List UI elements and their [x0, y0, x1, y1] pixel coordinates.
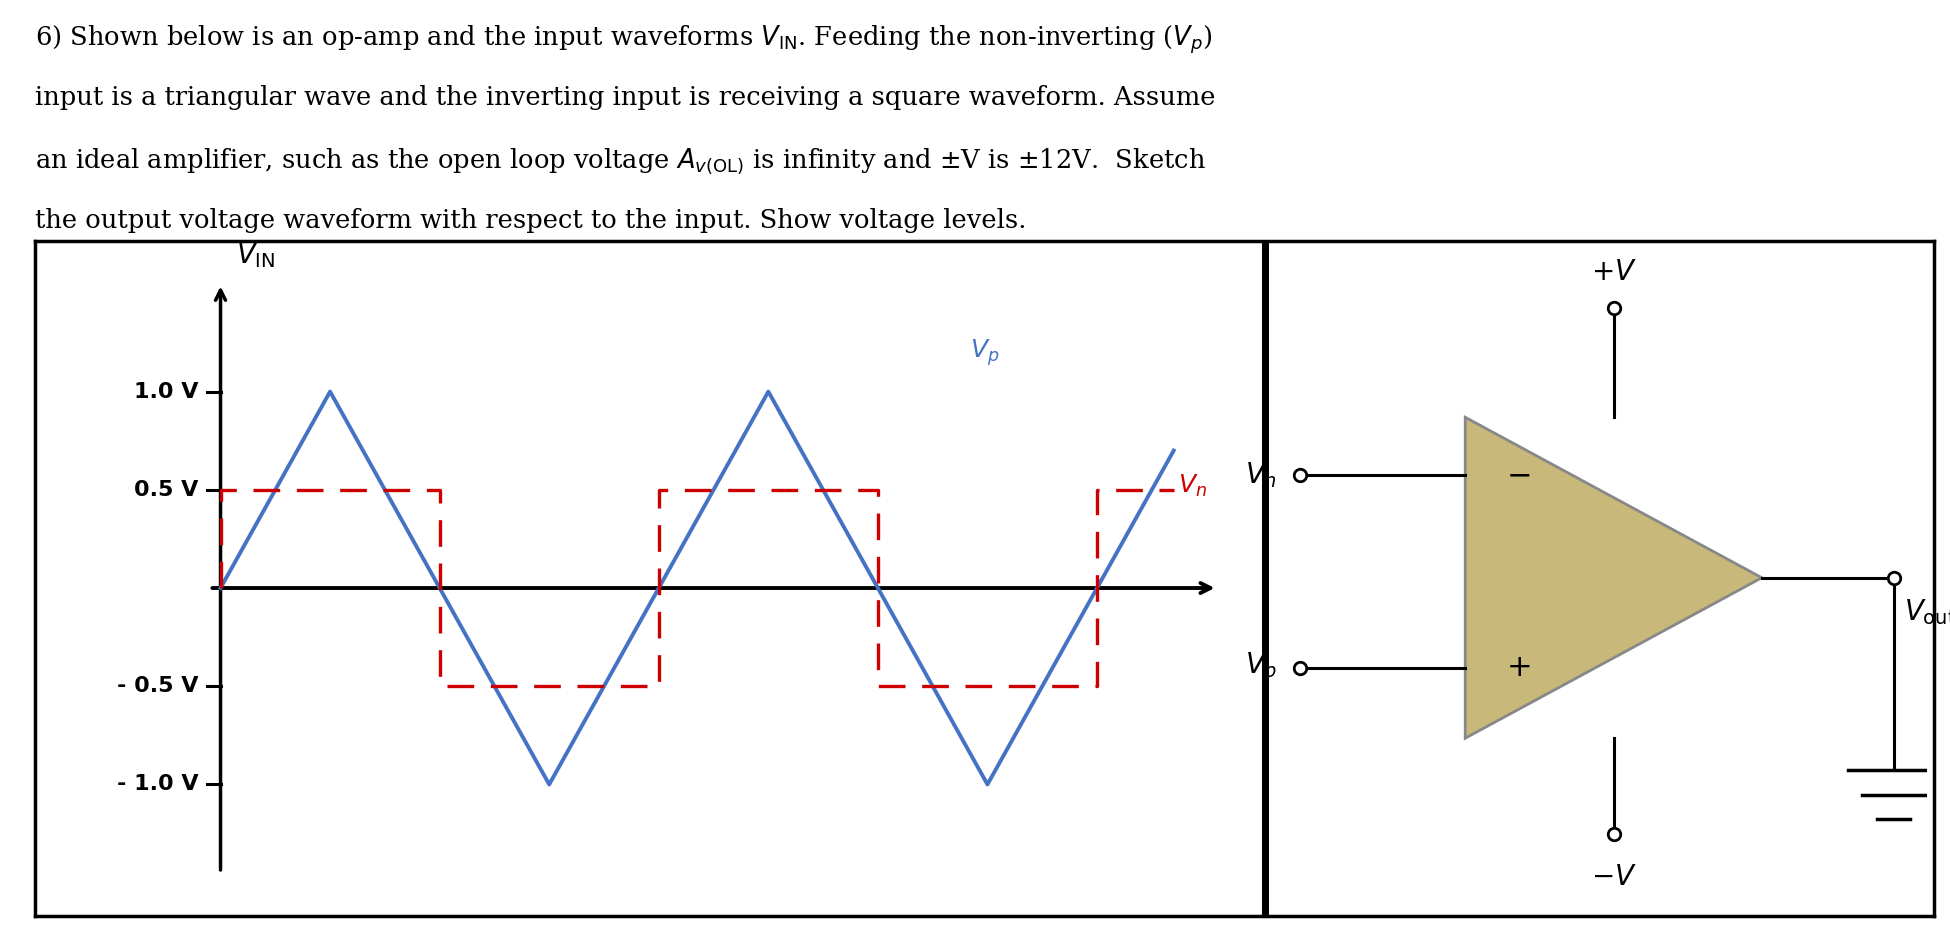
Text: $+V$: $+V$ [1591, 258, 1636, 286]
Text: 6) Shown below is an op-amp and the input waveforms $V_{\rm IN}$. Feeding the no: 6) Shown below is an op-amp and the inpu… [35, 24, 1213, 56]
Text: $V_n$: $V_n$ [1178, 473, 1207, 499]
Text: - 0.5 V: - 0.5 V [117, 676, 199, 697]
Text: $V_{\rm out}$: $V_{\rm out}$ [1903, 597, 1950, 627]
Text: $+$: $+$ [1505, 653, 1531, 683]
Text: 0.5 V: 0.5 V [135, 480, 199, 499]
Text: an ideal amplifier, such as the open loop voltage $A_{v{\rm (OL)}}$ is infinity : an ideal amplifier, such as the open loo… [35, 146, 1205, 176]
Text: $-$: $-$ [1505, 461, 1531, 490]
Text: $V_n$: $V_n$ [1246, 460, 1277, 490]
Text: 1.0 V: 1.0 V [135, 381, 199, 401]
Text: - 1.0 V: - 1.0 V [117, 774, 199, 795]
Polygon shape [1464, 417, 1763, 738]
Text: $-V$: $-V$ [1591, 864, 1636, 891]
Text: $V_{\rm IN}$: $V_{\rm IN}$ [236, 240, 275, 270]
Text: $V_p$: $V_p$ [1244, 650, 1277, 684]
Text: $V_p$: $V_p$ [969, 337, 998, 368]
Text: the output voltage waveform with respect to the input. Show voltage levels.: the output voltage waveform with respect… [35, 208, 1026, 232]
Text: input is a triangular wave and the inverting input is receiving a square wavefor: input is a triangular wave and the inver… [35, 85, 1215, 110]
